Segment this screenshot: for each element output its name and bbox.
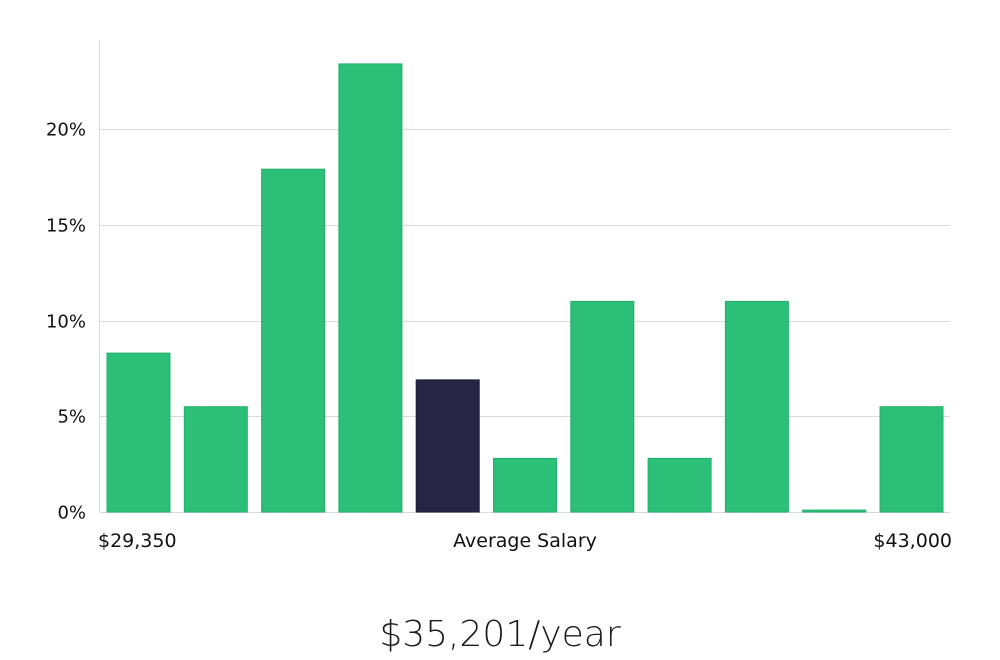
bar-highlighted[interactable] [415, 379, 480, 513]
bar[interactable] [183, 406, 248, 513]
y-tick-label: 10% [46, 312, 86, 333]
bar[interactable] [106, 352, 171, 513]
x-axis-label: Average Salary [453, 530, 597, 552]
y-tick-label: 5% [57, 407, 86, 428]
y-tick-label: 15% [46, 216, 86, 237]
y-tick-label: 0% [57, 503, 86, 524]
y-tick-labels: 0% 5% 10% 15% 20% [46, 120, 86, 524]
bar[interactable] [724, 300, 789, 513]
x-max-label: $43,000 [873, 530, 952, 552]
bar[interactable] [493, 457, 557, 513]
bar[interactable] [647, 457, 712, 513]
bar[interactable] [802, 509, 867, 513]
x-min-label: $29,350 [98, 530, 177, 552]
y-tick-label: 20% [46, 120, 86, 141]
bar[interactable] [338, 63, 403, 513]
bars [106, 63, 944, 513]
bar[interactable] [570, 300, 635, 513]
bar[interactable] [261, 168, 326, 513]
bar[interactable] [879, 406, 944, 513]
average-salary-value: $35,201/year [379, 614, 621, 655]
